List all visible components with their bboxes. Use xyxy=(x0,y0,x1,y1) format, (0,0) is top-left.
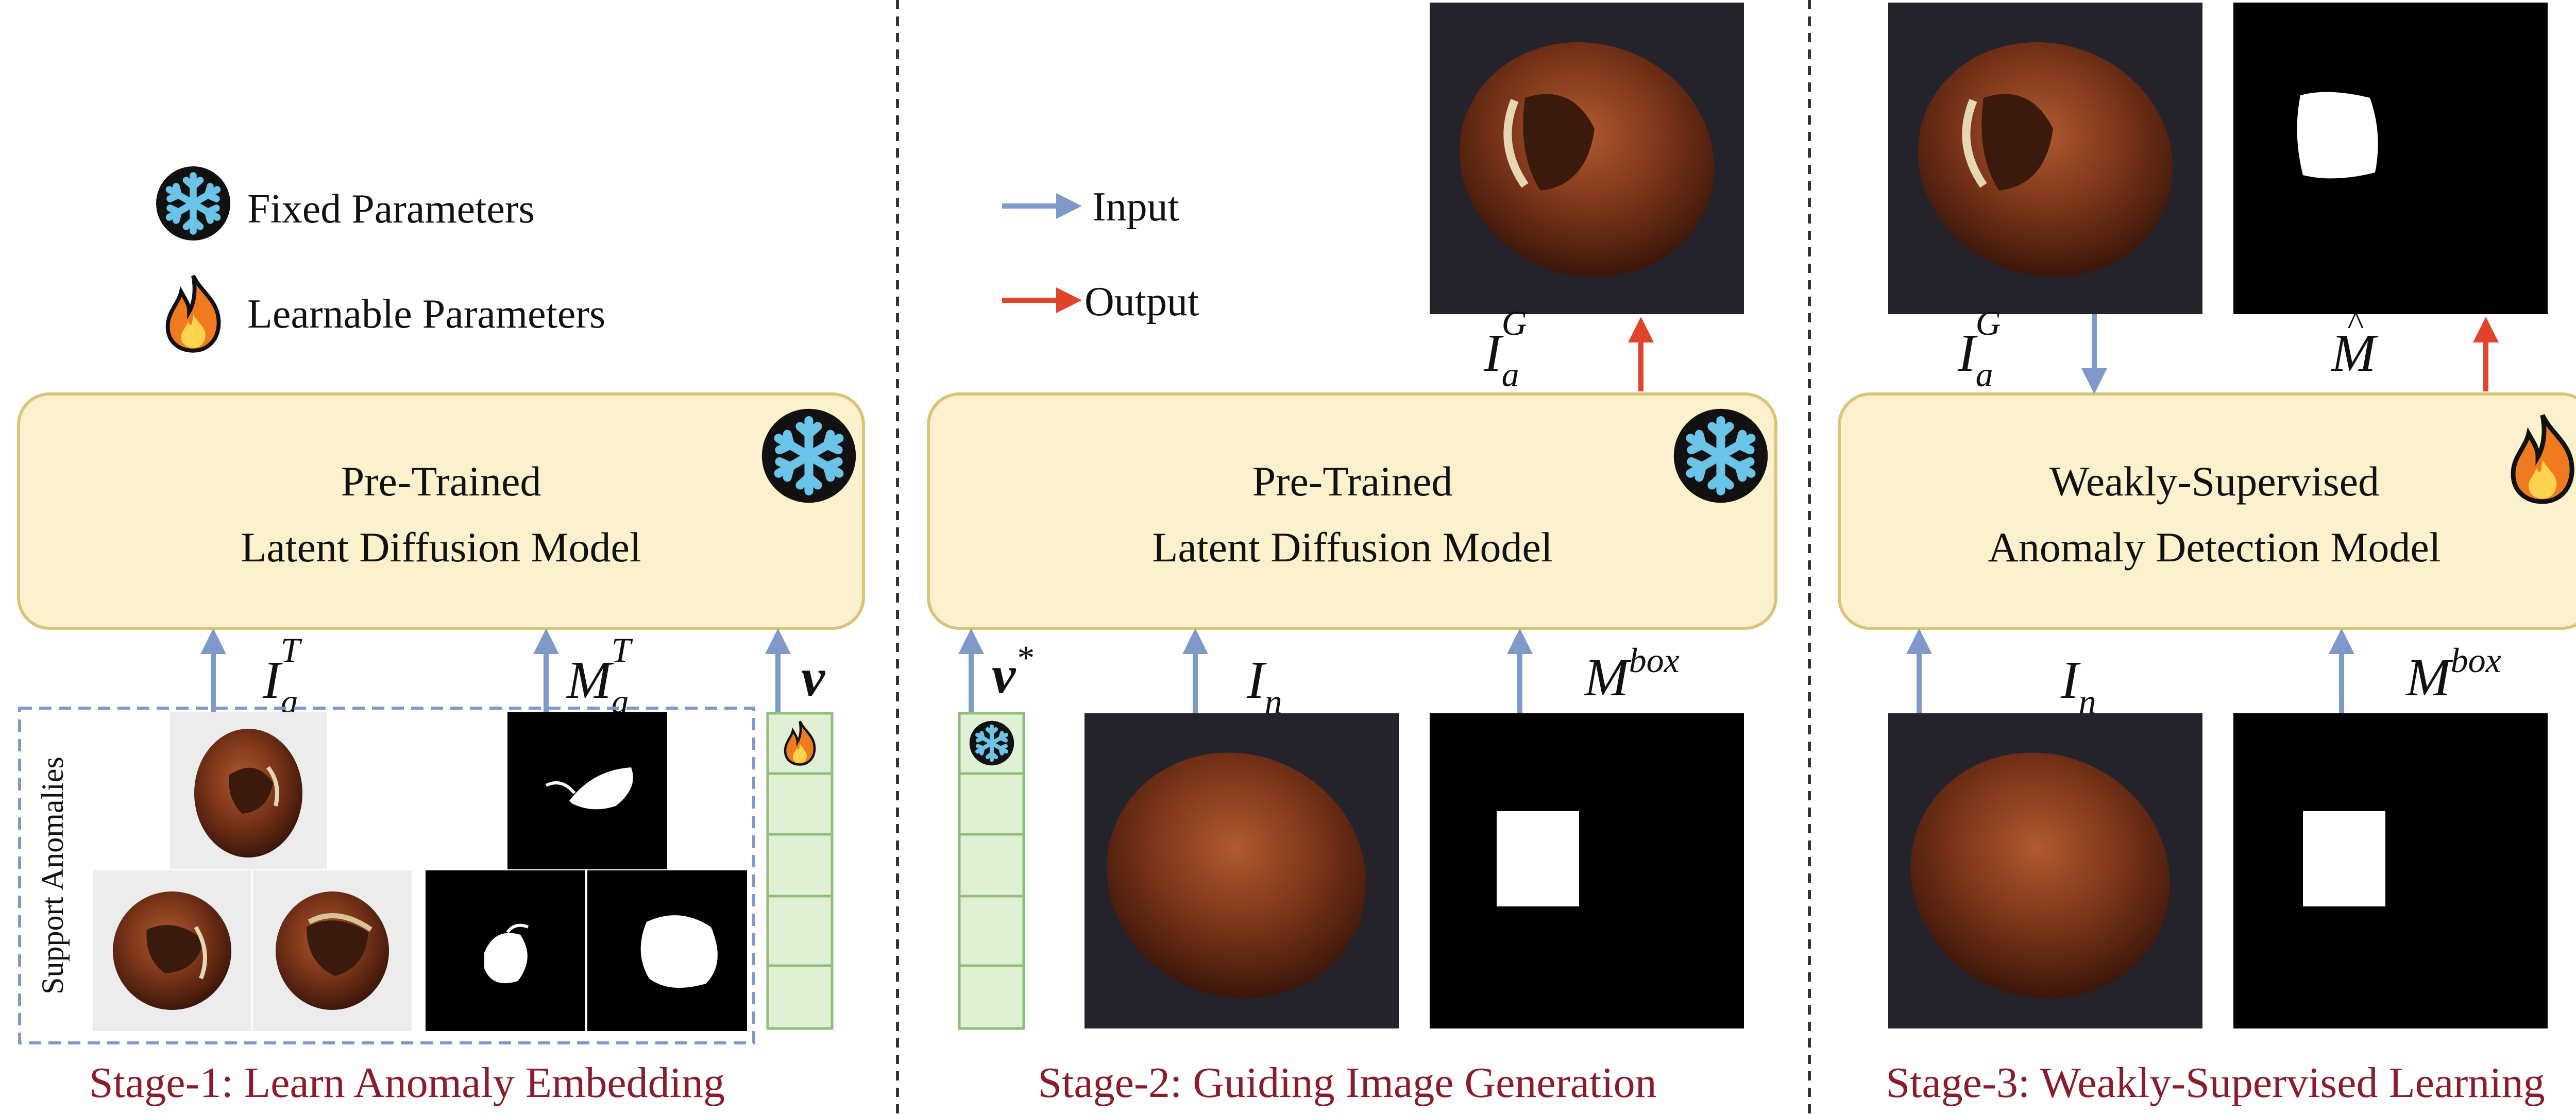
stage3-model-box xyxy=(1838,392,2576,630)
stage2-box-mask xyxy=(1430,713,1744,1028)
support-image-left xyxy=(93,870,251,1031)
snowflake-icon xyxy=(1674,409,1768,503)
stage1-model-line2: Latent Diffusion Model xyxy=(241,524,641,571)
stage1-caption: Stage-1: Learn Anomaly Embedding xyxy=(89,1059,725,1107)
stage-3: Weakly-Supervised Anomaly Detection Mode… xyxy=(1838,3,2576,1107)
legend: Fixed Parameters Learnable Parameters In… xyxy=(156,166,1199,351)
stage3-mask-input-label: Mbox xyxy=(2405,641,2501,707)
support-mask-top xyxy=(507,712,667,869)
flame-icon xyxy=(168,276,219,351)
stage1-model-line1: Pre-Trained xyxy=(341,458,541,505)
stage1-model-box xyxy=(17,392,865,630)
stage3-model-line1: Weakly-Supervised xyxy=(2049,458,2379,505)
support-anomalies-box xyxy=(18,707,755,1044)
stage1-embedding-label: v xyxy=(801,648,826,707)
stage3-image-input-label: In xyxy=(2060,650,2096,721)
stage2-image-input-label: In xyxy=(1246,650,1282,721)
stage2-caption: Stage-2: Guiding Image Generation xyxy=(1038,1059,1656,1107)
stage2-normal-image xyxy=(1084,713,1399,1028)
stage1-mask-input-label: MaT xyxy=(566,630,633,721)
stage3-caption: Stage-3: Weakly-Supervised Learning xyxy=(1886,1059,2545,1107)
stage2-embedding-label: v* xyxy=(992,638,1033,705)
stage3-generated-image xyxy=(1888,3,2202,314)
stage-1: Pre-Trained Latent Diffusion Model IaT M… xyxy=(17,392,865,1107)
stage3-generated-input-label: IaG xyxy=(1957,303,2001,394)
legend-learnable-label: Learnable Parameters xyxy=(247,291,605,337)
stage3-output-mask-label: M xyxy=(2330,323,2379,383)
learnable-embedding-vector xyxy=(766,712,834,1030)
support-mask-left xyxy=(426,870,585,1031)
stage2-mask-input-label: Mbox xyxy=(1583,641,1680,707)
legend-input-label: Input xyxy=(1092,184,1179,230)
stage3-normal-image xyxy=(1888,713,2202,1028)
support-image-right xyxy=(253,870,412,1031)
stage3-output-mask-hat: ^ xyxy=(2347,303,2364,342)
snowflake-icon xyxy=(156,166,230,241)
stage2-model-line1: Pre-Trained xyxy=(1252,458,1453,505)
stage3-predicted-mask xyxy=(2233,3,2548,314)
stage2-model-line2: Latent Diffusion Model xyxy=(1152,524,1552,571)
stage-2: Pre-Trained Latent Diffusion Model IaG v… xyxy=(927,3,1777,1107)
fixed-embedding-vector xyxy=(958,712,1025,1030)
stage3-box-mask xyxy=(2233,713,2548,1028)
legend-fixed-label: Fixed Parameters xyxy=(247,186,535,232)
stage2-output-label: IaG xyxy=(1483,303,1527,394)
snowflake-icon xyxy=(762,409,856,503)
stage2-model-box xyxy=(927,392,1777,630)
stage2-generated-image xyxy=(1430,3,1744,314)
support-image-top xyxy=(170,712,327,869)
snowflake-icon xyxy=(970,721,1014,765)
support-anomalies-label: Support Anomalies xyxy=(36,757,70,994)
support-mask-right xyxy=(587,870,747,1031)
legend-output-label: Output xyxy=(1084,279,1199,324)
stage3-model-line2: Anomaly Detection Model xyxy=(1988,524,2441,571)
